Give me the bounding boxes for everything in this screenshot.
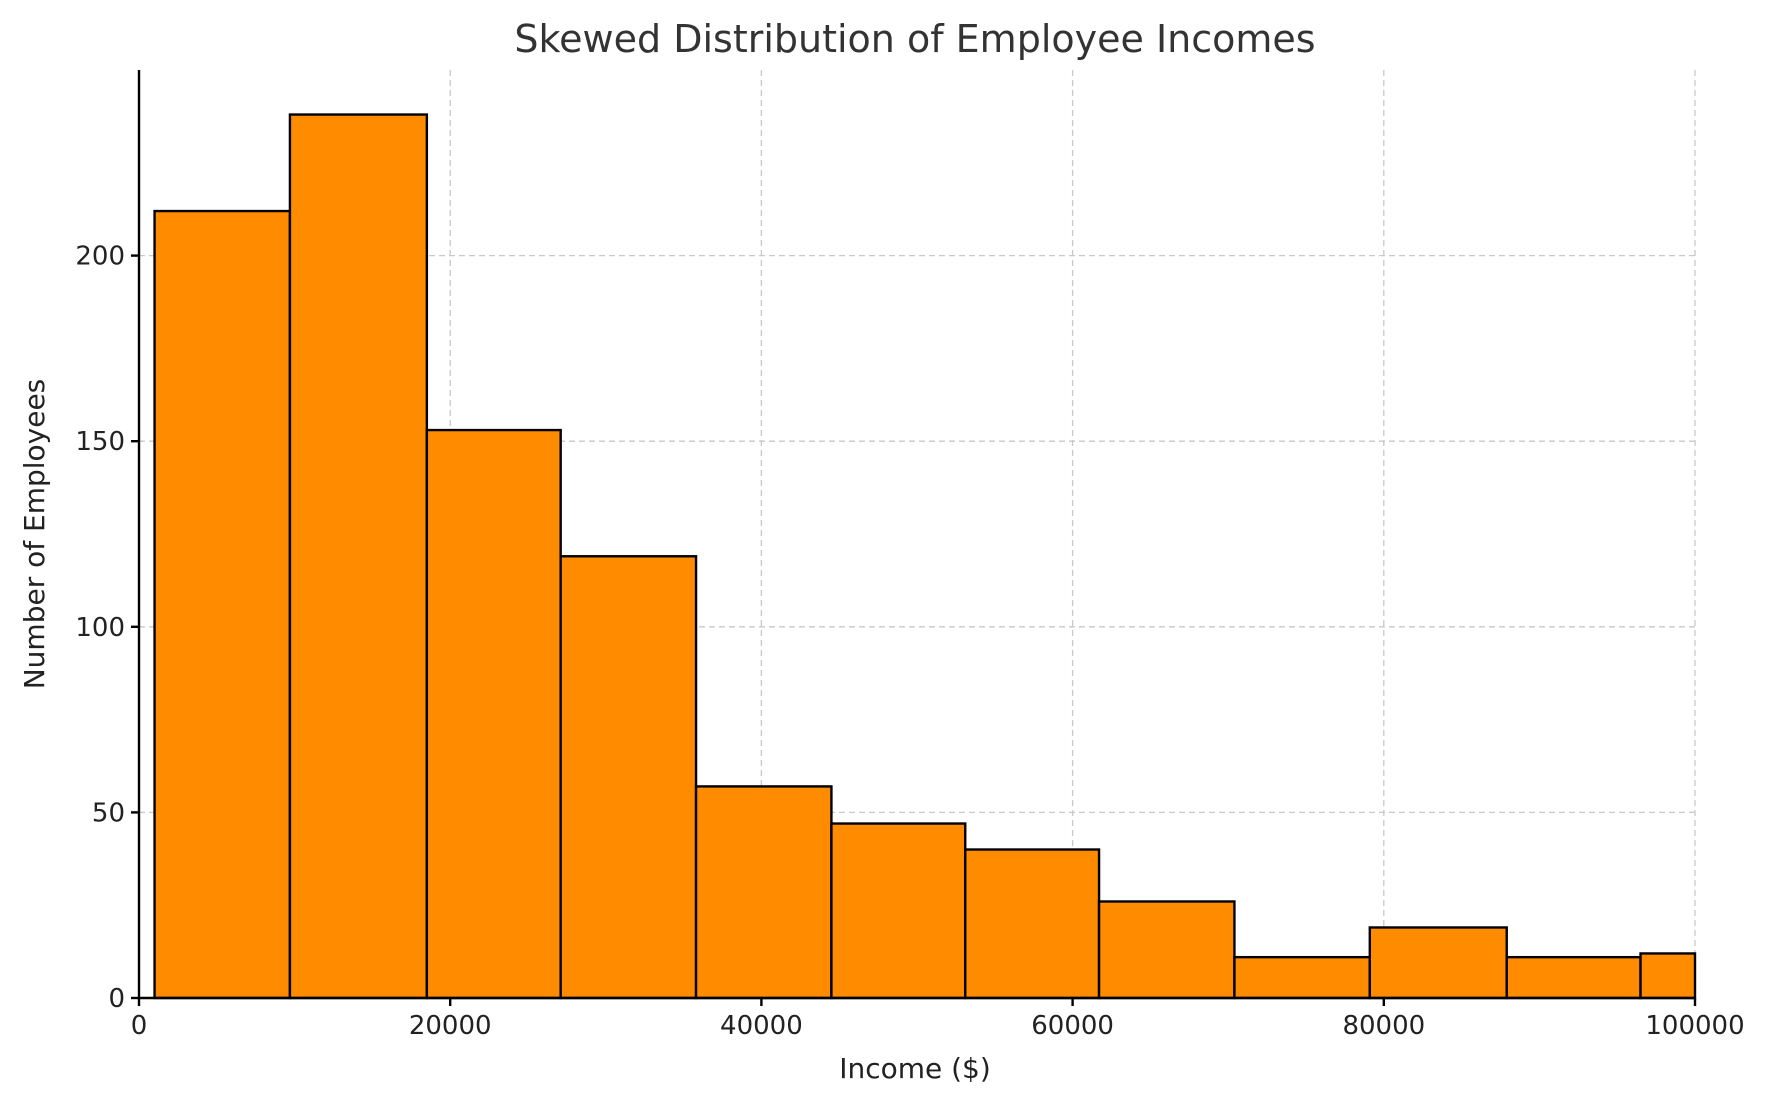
y-tick-label: 50 <box>92 798 125 828</box>
x-tick-label: 0 <box>131 1011 148 1041</box>
x-axis-label: Income ($) <box>839 1052 991 1085</box>
histogram-bar <box>1233 955 1371 1000</box>
axes <box>137 70 1695 1000</box>
y-axis-label: Number of Employees <box>18 379 51 690</box>
chart-title: Skewed Distribution of Employee Incomes <box>514 17 1315 61</box>
histogram-bar <box>1639 952 1697 1000</box>
histogram-bar <box>1368 926 1508 1000</box>
x-tick-label: 40000 <box>720 1011 803 1041</box>
x-tick-label: 100000 <box>1645 1011 1744 1041</box>
y-tick-labels: 0 50 100 150 200 <box>75 242 139 1014</box>
histogram-bar <box>288 113 429 1000</box>
y-tick-label: 150 <box>75 427 125 457</box>
histogram-bar <box>694 785 833 1000</box>
y-tick-label: 100 <box>75 613 125 643</box>
y-tick-label: 200 <box>75 242 125 272</box>
histogram-bar <box>1505 955 1642 1000</box>
histogram-bars <box>153 113 1697 1000</box>
x-tick-labels: 0 20000 40000 60000 80000 100000 <box>131 998 1745 1041</box>
x-tick-label: 20000 <box>409 1011 492 1041</box>
histogram-bar <box>559 555 698 1000</box>
x-tick-label: 80000 <box>1342 1011 1425 1041</box>
histogram-bar <box>964 848 1101 1000</box>
y-tick-label: 0 <box>108 984 125 1014</box>
histogram-bar <box>830 822 967 1000</box>
histogram-bar <box>153 209 292 1000</box>
x-tick-label: 60000 <box>1031 1011 1114 1041</box>
histogram-bar <box>425 428 562 1000</box>
histogram-bar <box>1097 900 1236 1000</box>
